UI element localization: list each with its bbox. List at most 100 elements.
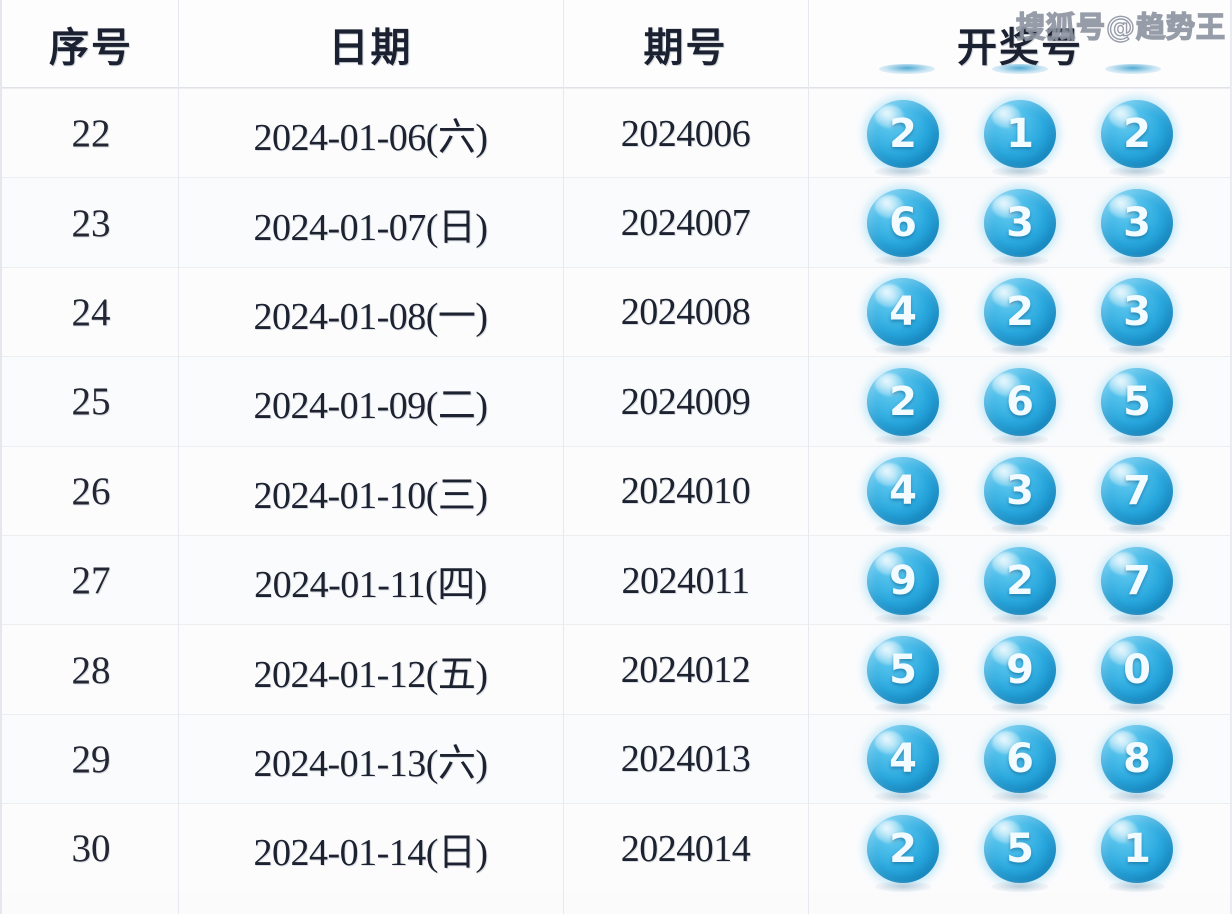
cell-issue-text: 2024008	[620, 291, 751, 334]
lottery-ball-number: 8	[1123, 736, 1151, 783]
lottery-ball-number: 1	[1006, 110, 1034, 157]
lottery-ball: 8	[1101, 725, 1173, 803]
cell-seq: 30	[4, 804, 178, 893]
cell-issue-text: 2024011	[621, 559, 750, 602]
cell-issue: 2024014	[563, 804, 808, 893]
lottery-ball-number: 6	[889, 200, 917, 247]
lottery-ball-number: 2	[889, 110, 917, 157]
cell-seq-text: 30	[71, 827, 111, 871]
table-row[interactable]: 22 2024-01-06(六) 2024006 2 1 2	[2, 88, 1230, 178]
lottery-ball-number: 5	[1006, 825, 1034, 872]
lottery-ball: 3	[1101, 189, 1173, 267]
cell-seq: 24	[4, 268, 178, 357]
cell-date: 2024-01-06(六)	[178, 89, 563, 178]
cell-seq-text: 27	[71, 559, 111, 603]
lottery-ball-number: 2	[1006, 557, 1034, 604]
lottery-ball-number: 0	[1123, 647, 1151, 694]
cell-issue: 2024006	[563, 89, 808, 178]
lottery-ball: 2	[984, 278, 1056, 356]
cell-date: 2024-01-08(一)	[178, 268, 563, 357]
lottery-ball: 5	[867, 636, 939, 714]
cell-issue: 2024009	[563, 357, 808, 446]
cell-issue-text: 2024007	[620, 202, 751, 245]
cell-date-text: 2024-01-09(二)	[253, 385, 488, 428]
cell-numbers: 2 5 1	[808, 804, 1230, 893]
lottery-ball: 7	[1101, 546, 1173, 624]
lottery-ball: 1	[1101, 814, 1173, 892]
lottery-ball-number: 4	[889, 736, 917, 783]
cell-issue-text: 2024010	[620, 470, 751, 513]
cell-date: 2024-01-14(日)	[178, 804, 563, 893]
lottery-ball-number: 5	[889, 647, 917, 694]
lottery-ball-number: 3	[1123, 289, 1151, 336]
cell-date-text: 2024-01-13(六)	[253, 742, 488, 785]
lottery-ball-number: 3	[1006, 468, 1034, 515]
cell-seq: 29	[4, 715, 178, 804]
table-row[interactable]: 26 2024-01-10(三) 2024010 4 3 7	[2, 445, 1230, 536]
cell-issue: 2024013	[563, 715, 808, 804]
cell-seq-text: 23	[71, 201, 111, 245]
table-row[interactable]: 29 2024-01-13(六) 2024013 4 6 8	[2, 713, 1230, 804]
lottery-ball: 7	[1101, 457, 1173, 535]
cell-numbers: 2 1 2	[808, 89, 1230, 178]
cell-numbers: 4 6 8	[808, 715, 1230, 804]
lottery-ball-number: 4	[889, 289, 917, 336]
cell-date: 2024-01-11(四)	[178, 536, 563, 625]
lottery-ball-number: 2	[1006, 289, 1034, 336]
cell-date: 2024-01-10(三)	[178, 447, 563, 536]
table-row[interactable]: 23 2024-01-07(日) 2024007 6 3 3	[2, 177, 1230, 267]
cell-date: 2024-01-12(五)	[178, 625, 563, 714]
lottery-ball: 4	[867, 725, 939, 803]
cell-date-text: 2024-01-06(六)	[253, 117, 488, 160]
cell-numbers: 4 2 3	[808, 268, 1230, 357]
cell-date-text: 2024-01-10(三)	[253, 474, 488, 517]
lottery-ball: 3	[984, 189, 1056, 267]
lottery-ball: 3	[1101, 278, 1173, 356]
cell-seq: 22	[4, 89, 178, 178]
table-row[interactable]: 24 2024-01-08(一) 2024008 4 2 3	[2, 266, 1230, 357]
table-row[interactable]: 27 2024-01-11(四) 2024011 9 2 7	[2, 534, 1230, 625]
lottery-ball: 9	[984, 636, 1056, 714]
table-row[interactable]: 28 2024-01-12(五) 2024012 5 9 0	[2, 624, 1230, 714]
cell-seq: 28	[4, 625, 178, 714]
lottery-ball: 2	[984, 546, 1056, 624]
cell-issue-text: 2024014	[620, 827, 751, 870]
cell-date-text: 2024-01-08(一)	[253, 295, 488, 338]
cell-date: 2024-01-13(六)	[178, 715, 563, 804]
cell-issue: 2024010	[563, 447, 808, 536]
table-body: 22 2024-01-06(六) 2024006 2 1 2 23 2024-01-07(日)…	[2, 88, 1230, 914]
lottery-ball: 3	[984, 457, 1056, 535]
cell-numbers: 6 3 3	[808, 178, 1230, 267]
cell-issue: 2024007	[563, 178, 808, 267]
cell-date: 2024-01-07(日)	[178, 178, 563, 267]
cell-seq-text: 24	[71, 290, 111, 334]
lottery-ball: 2	[867, 367, 939, 445]
lottery-ball-number: 7	[1123, 468, 1151, 515]
cell-seq-text: 29	[71, 737, 111, 781]
lottery-ball-number: 9	[889, 557, 917, 604]
table-row[interactable]: 30 2024-01-14(日) 2024014 2 5 1	[2, 803, 1230, 893]
lottery-ball: 6	[984, 725, 1056, 803]
cell-issue-text: 2024012	[620, 649, 751, 692]
table-row[interactable]: 25 2024-01-09(二) 2024009 2 6 5	[2, 356, 1230, 446]
lottery-ball: 2	[867, 99, 939, 177]
lottery-ball-number: 3	[1006, 200, 1034, 247]
lottery-ball-number: 2	[889, 825, 917, 872]
cell-numbers: 9 2 7	[808, 536, 1230, 625]
lottery-ball: 0	[1101, 636, 1173, 714]
lottery-ball: 6	[984, 367, 1056, 445]
cell-numbers: 5 9 0	[808, 625, 1230, 714]
lottery-ball: 2	[867, 814, 939, 892]
cell-date-text: 2024-01-12(五)	[253, 653, 488, 696]
cell-issue: 2024011	[563, 536, 808, 625]
lottery-ball-number: 2	[889, 378, 917, 425]
lottery-ball: 4	[867, 457, 939, 535]
cell-seq: 23	[4, 178, 178, 267]
cell-seq-text: 28	[71, 648, 111, 692]
lottery-ball-number: 1	[1123, 825, 1151, 872]
lottery-ball-number: 7	[1123, 557, 1151, 604]
lottery-ball-number: 6	[1006, 736, 1034, 783]
column-header-date: 日期	[328, 25, 413, 71]
cell-date-text: 2024-01-14(日)	[253, 832, 488, 875]
